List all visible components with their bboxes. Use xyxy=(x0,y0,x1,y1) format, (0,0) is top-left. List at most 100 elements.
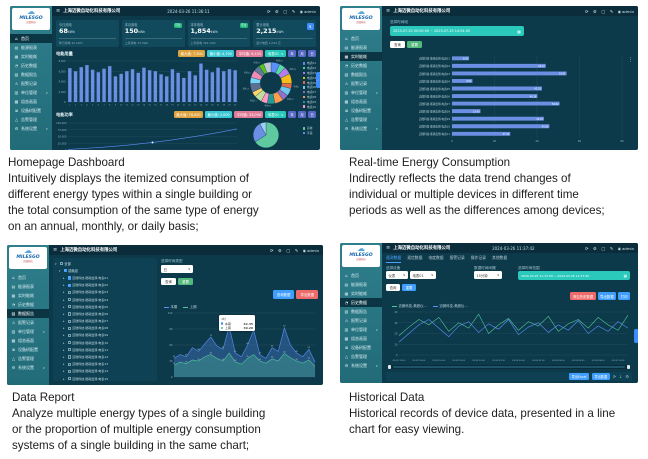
sidebar-item[interactable]: ▥ 单位管理 ∨ xyxy=(340,325,382,334)
expand-arrow-icon[interactable]: ▾ xyxy=(55,261,57,266)
hamburger-icon[interactable]: ≡ xyxy=(386,7,391,14)
hamburger-icon[interactable]: ≡ xyxy=(56,7,61,14)
sidebar-item[interactable]: △ 告警管理 xyxy=(340,352,382,361)
checkbox[interactable] xyxy=(63,269,67,273)
min-value-button[interactable]: 最小值: 2,000 xyxy=(205,111,233,118)
checkbox[interactable] xyxy=(67,369,71,373)
checkbox[interactable] xyxy=(67,355,71,359)
sidebar-item[interactable]: ≣ 设备树配置 xyxy=(7,345,49,354)
tab[interactable]: 报警记录 xyxy=(449,255,465,260)
time-type-select[interactable]: 日 ∨ xyxy=(161,265,193,273)
sidebar-item[interactable]: ◔ 历史数据 xyxy=(340,61,382,70)
checkbox[interactable] xyxy=(67,283,71,287)
header-action-icon[interactable]: ⟳ xyxy=(270,247,274,253)
expand-arrow-icon[interactable]: ▸ xyxy=(63,376,65,381)
legend-item[interactable]: 平段 xyxy=(303,131,313,136)
hamburger-icon[interactable]: ≡ xyxy=(386,244,391,251)
header-action-icon[interactable]: ▢ xyxy=(601,8,606,14)
tab[interactable]: 遥测数据 xyxy=(386,255,402,263)
header-action-icon[interactable]: ⚙ xyxy=(275,8,279,14)
print-button[interactable]: 打印 xyxy=(618,292,630,300)
expand-arrow-icon[interactable]: ▸ xyxy=(63,362,65,367)
expand-arrow-icon[interactable]: ▸ xyxy=(63,355,65,360)
sidebar-item[interactable]: ▥ 单位管理 ∨ xyxy=(7,327,49,336)
header-action-icon[interactable]: ✎ xyxy=(609,245,614,251)
sidebar-item[interactable]: ≣ 设备树配置 xyxy=(10,106,52,115)
sidebar-item[interactable]: ▤ 能源报表 xyxy=(340,43,382,52)
header-action-icon[interactable]: ⟳ xyxy=(585,8,589,14)
header-action-icon[interactable]: ▢ xyxy=(601,245,606,251)
header-action-icon[interactable]: ⟳ xyxy=(585,245,589,251)
reset-button[interactable]: 重置 xyxy=(407,41,422,48)
checkbox[interactable] xyxy=(67,348,71,352)
expand-arrow-icon[interactable]: ▸ xyxy=(63,297,65,302)
device-select[interactable]: 电表01 ∨ xyxy=(410,271,436,279)
sidebar-item[interactable]: ▩ 组态画面 xyxy=(7,336,49,345)
sidebar-item[interactable]: ⚙ 系统设置 ∨ xyxy=(7,363,49,372)
expand-arrow-icon[interactable]: ▸ xyxy=(63,275,65,280)
checkbox[interactable] xyxy=(67,326,71,330)
tree-node[interactable]: ▸ 迈微科技-能耗监测-电表06 xyxy=(63,310,155,317)
user-menu[interactable]: ◉ admin xyxy=(618,246,634,251)
legend-item[interactable]: 电表06 xyxy=(303,85,316,90)
header-action-icon[interactable]: ⚙ xyxy=(278,247,282,253)
meter-select[interactable]: 电表01 ∨ xyxy=(265,50,286,57)
tab[interactable]: 其他数据 xyxy=(491,255,508,260)
checkbox[interactable] xyxy=(67,377,71,381)
checkbox[interactable] xyxy=(67,319,71,323)
checkbox[interactable] xyxy=(67,305,71,309)
sidebar-item[interactable]: ▥ 单位管理 ∨ xyxy=(340,88,382,97)
tree-node[interactable]: ▸ 迈微科技-能耗监测-电表01 xyxy=(63,274,155,281)
user-menu[interactable]: ◉ admin xyxy=(618,9,634,14)
legend-item[interactable]: 迈微科技-美超仪… xyxy=(432,303,468,308)
legend-item[interactable]: 电表10 xyxy=(303,104,316,109)
legend-item[interactable]: 上期 xyxy=(183,304,197,309)
tree-node[interactable]: ▸ 迈微科技-能耗监测-电表15 xyxy=(63,375,155,381)
legend-item[interactable]: 高峰 xyxy=(303,126,313,131)
query-data-button[interactable]: 查询数据 xyxy=(272,290,295,299)
tree-node[interactable]: ▸ 迈微科技-能耗监测-电表05 xyxy=(63,303,155,310)
tab[interactable]: 电度数据 xyxy=(428,255,444,260)
header-action-icon[interactable]: ▢ xyxy=(286,247,291,253)
sidebar-item[interactable]: ▥ 单位管理 ∨ xyxy=(10,88,52,97)
gear-icon[interactable]: ⚙ xyxy=(625,374,629,379)
range-month-button[interactable]: 月 xyxy=(298,111,306,118)
sidebar-item[interactable]: ≣ 设备树配置 xyxy=(340,343,382,352)
clear-history-button[interactable]: 清空历史数据 xyxy=(570,292,596,300)
legend-item[interactable]: 电表08 xyxy=(303,95,316,100)
reset-button[interactable]: 重置 xyxy=(402,284,416,291)
checkbox[interactable] xyxy=(67,312,71,316)
panel-expander[interactable]: ‹ xyxy=(316,72,320,88)
legend-item[interactable]: 电表02 xyxy=(303,66,316,71)
sidebar-item[interactable]: ⚠ 报警记录 xyxy=(340,79,382,88)
sidebar-item[interactable]: ⌂ 首页 xyxy=(10,34,52,43)
expand-arrow-icon[interactable]: ▾ xyxy=(59,268,61,273)
export-data-button[interactable]: 导出数据 xyxy=(597,292,617,300)
sidebar-item[interactable]: ⚠ 报警记录 xyxy=(340,316,382,325)
range-year-button[interactable]: 年 xyxy=(288,111,296,118)
sidebar-item[interactable]: ▧ 数据报告 xyxy=(7,309,49,318)
scrollbar-thumb[interactable] xyxy=(392,365,626,369)
sidebar-item[interactable]: ⚙ 系统设置 ∨ xyxy=(340,361,382,370)
min-value-button[interactable]: 最小值: 4,700 xyxy=(207,50,235,57)
expand-arrow-icon[interactable]: ▸ xyxy=(63,319,65,324)
tree-node[interactable]: ▸ 迈微科技-能耗监测-电表14 xyxy=(63,368,155,375)
sidebar-item[interactable]: ▧ 数据报告 xyxy=(10,70,52,79)
date-range-picker[interactable]: 2024-03-25 11:37:00 ~ 2024-03-26 11:37:0… xyxy=(518,271,630,280)
sidebar-item[interactable]: △ 告警管理 xyxy=(10,115,52,124)
export-data-button[interactable]: 导出数据 xyxy=(296,290,318,299)
query-button[interactable]: 查询 xyxy=(386,284,400,291)
user-menu[interactable]: ◉ admin xyxy=(303,248,319,253)
sidebar-item[interactable]: ▤ 能源报表 xyxy=(10,43,52,52)
range-day-button[interactable]: 日 xyxy=(308,111,316,118)
expand-arrow-icon[interactable]: ▸ xyxy=(63,340,65,345)
sidebar-item[interactable]: ⚙ 系统设置 ∨ xyxy=(10,124,52,133)
header-action-icon[interactable]: ⚙ xyxy=(593,245,597,251)
tree-node[interactable]: ▸ 迈微科技-能耗监测-电表11 xyxy=(63,346,155,353)
header-action-icon[interactable]: ✎ xyxy=(609,8,614,14)
avg-value-button[interactable]: 平均值: 33,090 xyxy=(234,111,264,118)
hamburger-icon[interactable]: ≡ xyxy=(53,246,58,253)
tab[interactable]: 遥信数据 xyxy=(407,255,423,260)
checkbox[interactable] xyxy=(67,297,71,302)
range-year-button[interactable]: 年 xyxy=(288,50,296,57)
